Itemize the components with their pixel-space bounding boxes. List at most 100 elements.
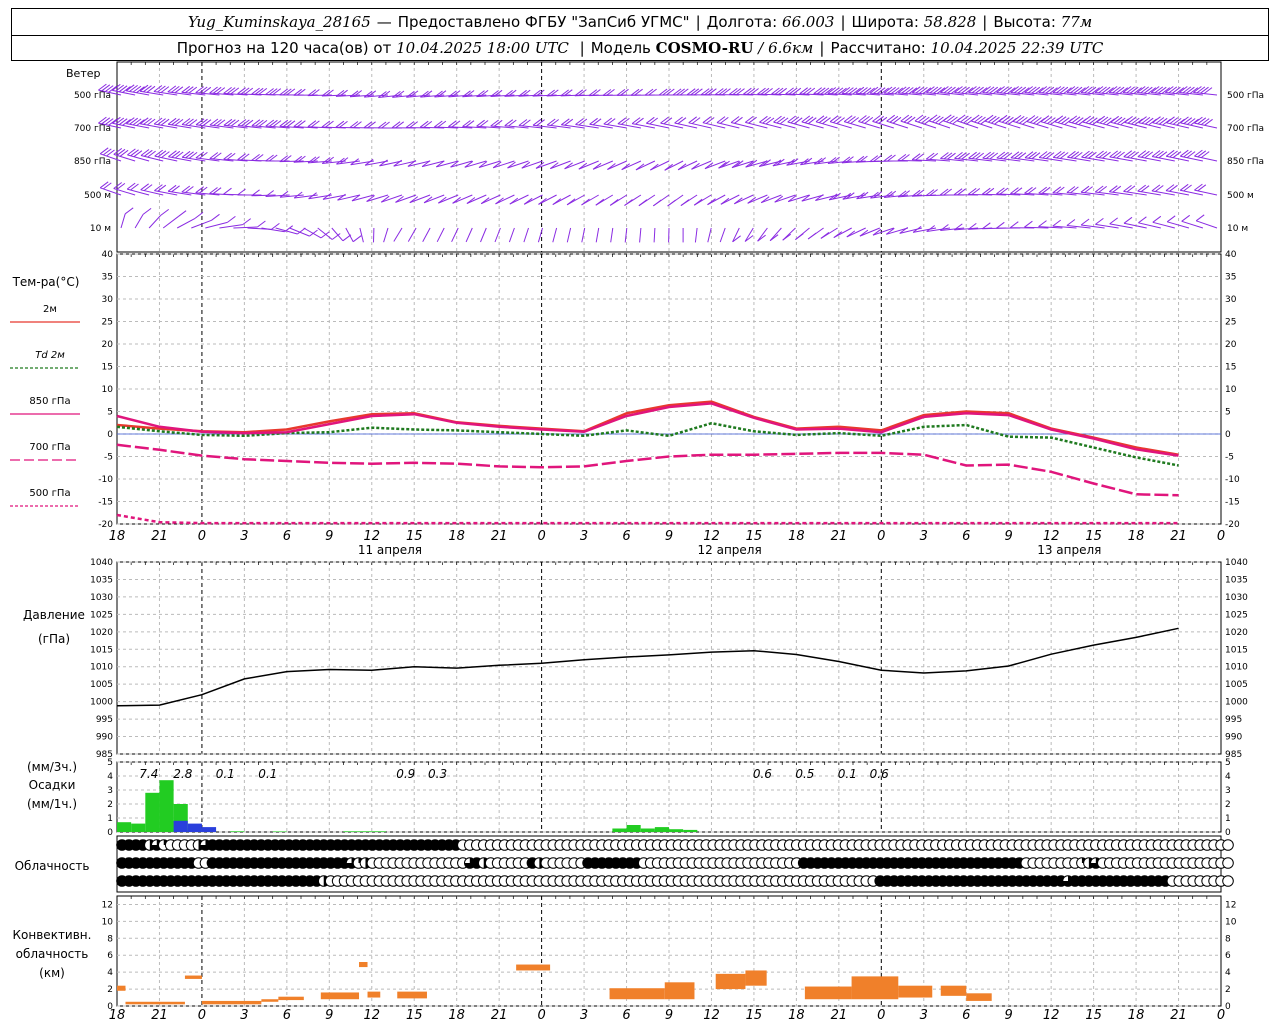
wind-barb-feather [381, 121, 390, 129]
precip-ytick-left: 0 [107, 828, 113, 838]
conv-ytick-right: 8 [1225, 934, 1231, 944]
conv-ytick-right: 10 [1225, 917, 1237, 927]
wind-barb-feather [915, 189, 925, 197]
wind-barb-feather [352, 235, 362, 243]
wind-barb-feather [861, 116, 870, 123]
precip-3h-label: 0.1 [838, 767, 857, 781]
temp-ytick-right: 25 [1225, 318, 1236, 328]
wind-barb-feather [160, 118, 170, 126]
wind-barb-feather [829, 115, 839, 123]
wind-barb-feather [887, 190, 897, 198]
wind-barb-feather [1014, 151, 1023, 159]
temp-ytick-right: 30 [1225, 295, 1237, 305]
conv-xtick: 3 [240, 1008, 248, 1023]
wind-barb-feather [1105, 87, 1114, 94]
wind-barb-feather [251, 87, 260, 95]
header-row-forecast: Прогноз на 120 часа(ов) от 10.04.2025 18… [176, 39, 1104, 57]
wind-barb-feather [1180, 149, 1189, 157]
wind-barb-feather [507, 89, 517, 97]
wind-barb-feather [202, 86, 212, 94]
cloud-circle [1222, 839, 1234, 851]
temp-ytick-right: -20 [1225, 520, 1240, 530]
wind-barb-feather [223, 187, 232, 195]
wind-barb-feather [644, 88, 654, 96]
wind-barb-feather [617, 117, 627, 125]
wind-barb-feather [1003, 86, 1013, 94]
temp-xtick: 18 [788, 529, 805, 544]
wind-barb [769, 227, 782, 242]
temp-series-4 [116, 513, 1179, 525]
wind-barb-feather [476, 119, 485, 127]
wind-barb-feather [744, 235, 754, 242]
temp-ytick-left: 15 [102, 363, 113, 373]
wind-barb-feather [378, 91, 387, 98]
wind-barb-feather [171, 118, 180, 126]
wind-barb [275, 227, 298, 235]
conv-xtick: 12 [363, 1008, 380, 1023]
wind-barb-feather [167, 184, 177, 192]
wind-barb-feather [760, 87, 770, 95]
wind-barb-feather [1144, 86, 1153, 94]
wind-barb [1167, 221, 1190, 229]
wind-barb [509, 194, 529, 205]
wind-barb-feather [171, 86, 180, 93]
wind-barb-feather [714, 88, 724, 95]
wind-barb-feather [815, 194, 824, 201]
pressure-ytick-left: 995 [96, 715, 113, 725]
conv-bar [940, 985, 967, 996]
wind-barb-feather [1024, 86, 1033, 93]
wind-barb-feather [592, 89, 601, 96]
wind-barb-feather [1150, 86, 1160, 93]
precip-bar-snow [173, 820, 188, 832]
model-prefix: Модель [590, 39, 651, 57]
wind-barb-feather [649, 117, 659, 125]
wind-barb-feather [920, 116, 930, 124]
conv-xtick: 15 [1085, 1008, 1102, 1023]
wind-barb-feather [621, 118, 630, 125]
wind-level-left: 850 гПа [74, 157, 111, 167]
wind-barb-feather [1169, 150, 1178, 158]
wind-barb-feather [858, 115, 867, 122]
wind-barb-feather [1183, 117, 1193, 125]
wind-barb [1138, 222, 1161, 229]
wind-barb-feather [981, 187, 991, 195]
wind-barb-feather [174, 119, 184, 126]
wind-barb-feather [1059, 152, 1069, 159]
wind-barb-feather [926, 225, 936, 232]
wind-barb-feather [872, 228, 882, 236]
wind-barb-feather [1181, 214, 1190, 222]
wind-barb-feather [181, 118, 191, 125]
wind-barb-feather [391, 121, 401, 129]
temp-legend-label: Td 2м [35, 350, 65, 361]
wind-barb-feather [421, 160, 431, 168]
pressure-ytick-left: 985 [96, 750, 113, 760]
wind-barb-feather [115, 84, 124, 92]
wind-barb-feather [592, 118, 602, 126]
wind-barb-feather [957, 188, 967, 196]
conv-ytick-left: 6 [107, 951, 113, 961]
conv-ytick-right: 4 [1225, 968, 1231, 978]
conv-xtick: 9 [665, 1008, 673, 1023]
wind-barb [635, 160, 656, 171]
wind-barb-feather [963, 116, 972, 124]
wind-level-right: 500 м [1227, 191, 1254, 201]
wind-barb-feather [1031, 152, 1041, 160]
station-name: Yug_Kuminskaya_28165 [187, 13, 371, 31]
wind-barb [734, 194, 754, 205]
temp-xtick: 18 [448, 529, 465, 544]
temp-ytick-left: 40 [102, 250, 114, 260]
wind-barb-feather [209, 187, 218, 194]
wind-barb-feather [1137, 184, 1146, 192]
computed-time: 10.04.2025 22:39 UTC [930, 39, 1104, 57]
wind-barb-feather [575, 118, 584, 125]
wind-barb-feather [743, 87, 752, 95]
wind-barb-feather [733, 197, 743, 205]
cloud-symbol [1222, 857, 1234, 869]
wind-barb-feather [113, 147, 123, 155]
wind-barb-feather [160, 208, 169, 216]
pressure-ytick-left: 1025 [90, 610, 113, 620]
wind-barb-feather [127, 148, 136, 156]
temp-xtick: 12 [703, 529, 720, 544]
wind-barb-feather [606, 118, 616, 125]
wind-barb-feather [1033, 117, 1042, 124]
